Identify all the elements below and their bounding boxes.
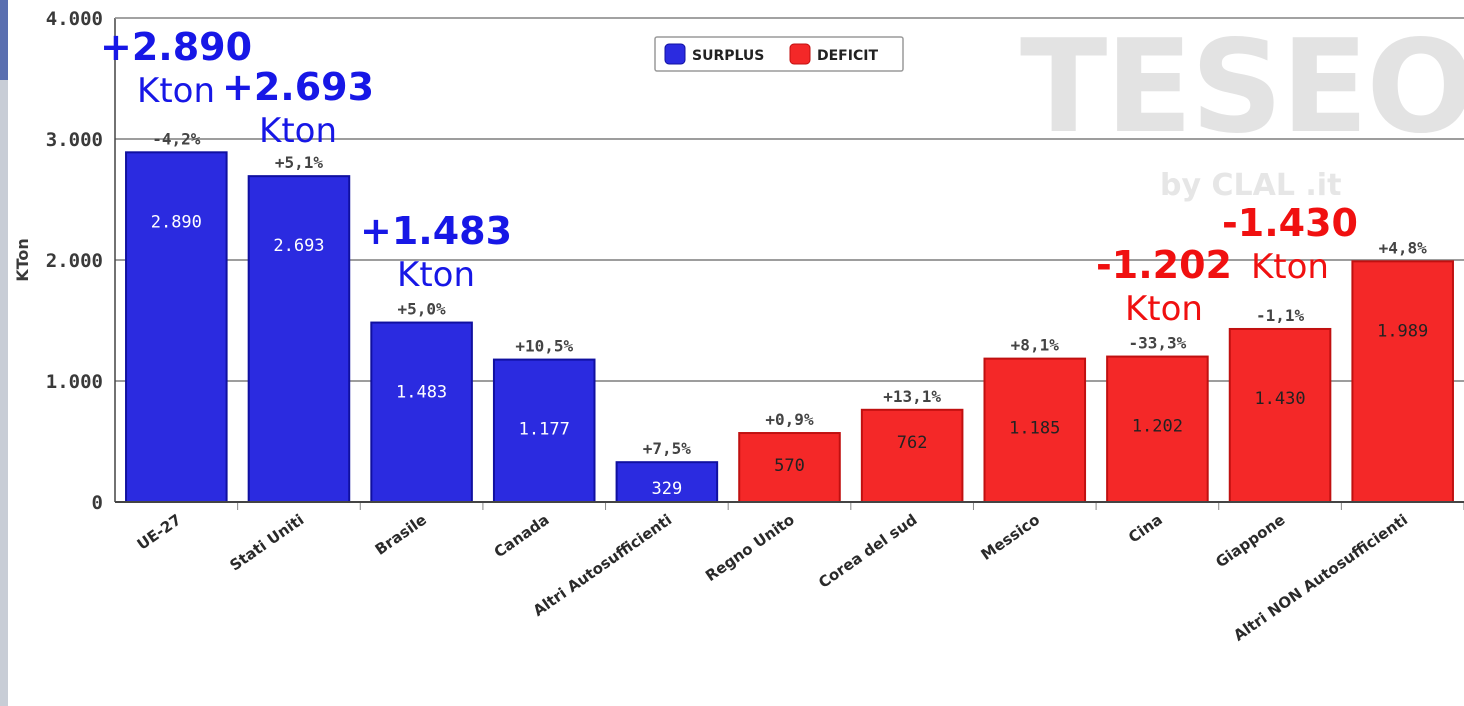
- bar: [247, 175, 351, 503]
- callout-unit: Kton: [1124, 289, 1203, 329]
- bar: [492, 358, 596, 504]
- callout-value: +1.483: [360, 209, 513, 253]
- legend-label-surplus: SURPLUS: [692, 48, 764, 64]
- bar-value-label: 1.430: [1254, 389, 1305, 409]
- bar-change-label: -33,3%: [1129, 334, 1187, 353]
- bar-value-label: 1.177: [519, 420, 570, 440]
- bar-value-label: 570: [774, 456, 805, 476]
- bar: [1351, 260, 1454, 503]
- callout-value: -1.202: [1096, 243, 1232, 287]
- bar-change-label: +5,1%: [275, 153, 324, 172]
- x-category-label: UE-27: [134, 511, 185, 554]
- bar-change-label: +10,5%: [515, 337, 573, 356]
- left-edge-strip: [0, 0, 8, 706]
- y-tick-label: 2.000: [46, 250, 103, 272]
- bar: [370, 321, 473, 503]
- bar-change-label: +0,9%: [765, 410, 814, 429]
- callout-giappone: -1.430 Kton: [1222, 204, 1358, 284]
- bar-change-label: +7,5%: [643, 439, 692, 458]
- bar-change-label: +8,1%: [1011, 336, 1060, 355]
- x-category-label: Canada: [491, 511, 553, 562]
- bar: [738, 432, 841, 503]
- bar-value-label: 762: [897, 433, 928, 453]
- x-category-label: Stati Uniti: [227, 511, 308, 575]
- x-category-label: Altri Autosufficienti: [530, 511, 675, 620]
- x-category-label: Messico: [978, 511, 1043, 564]
- x-category-label: Brasile: [372, 511, 430, 559]
- callout-value: +2.890: [100, 25, 253, 69]
- callout-stati-uniti: +2.693 Kton: [222, 68, 374, 148]
- callout-unit: Kton: [1250, 247, 1329, 287]
- bar: [1106, 355, 1209, 504]
- bar-change-label: +4,8%: [1379, 238, 1428, 257]
- bar-change-label: +13,1%: [883, 387, 941, 406]
- callout-value: +2.693: [222, 65, 375, 109]
- bar-value-label: 329: [652, 479, 683, 499]
- y-axis-label: KTon: [13, 238, 32, 282]
- legend-swatch-deficit: [789, 43, 811, 65]
- x-category-label: Corea del sud: [815, 511, 920, 592]
- bar-value-label: 1.483: [396, 383, 447, 403]
- bar: [983, 357, 1087, 503]
- bar: [860, 408, 964, 504]
- callout-unit: Kton: [137, 71, 216, 111]
- bar-value-label: 1.202: [1132, 417, 1183, 437]
- x-category-label: Cina: [1125, 511, 1166, 547]
- legend-box: [654, 36, 904, 72]
- y-tick-label: 0: [92, 492, 103, 514]
- callout-value: -1.430: [1222, 201, 1358, 245]
- legend-swatch-surplus: [664, 43, 686, 65]
- x-category-label: Regno Unito: [702, 511, 798, 585]
- bar: [615, 461, 719, 504]
- bar: [1228, 327, 1332, 503]
- bar: [125, 151, 228, 503]
- y-tick-label: 3.000: [46, 129, 103, 151]
- callout-cina: -1.202 Kton: [1096, 246, 1232, 326]
- bar-change-label: -4,2%: [152, 129, 201, 148]
- bar-value-label: 2.890: [151, 212, 202, 232]
- callout-brasile: +1.483 Kton: [360, 212, 512, 292]
- bar-value-label: 1.185: [1009, 419, 1060, 439]
- bar-value-label: 2.693: [273, 236, 324, 256]
- bar-value-label: 1.989: [1377, 321, 1428, 341]
- callout-unit: Kton: [397, 255, 476, 295]
- legend-label-deficit: DEFICIT: [817, 48, 878, 64]
- bar-change-label: +5,0%: [398, 300, 447, 319]
- callout-unit: Kton: [259, 111, 338, 151]
- callout-ue27: +2.890 Kton: [100, 28, 252, 108]
- y-tick-label: 1.000: [46, 371, 103, 393]
- bar-change-label: -1,1%: [1256, 306, 1305, 325]
- x-category-label: Giappone: [1212, 511, 1288, 572]
- y-tick-label: 4.000: [46, 8, 103, 30]
